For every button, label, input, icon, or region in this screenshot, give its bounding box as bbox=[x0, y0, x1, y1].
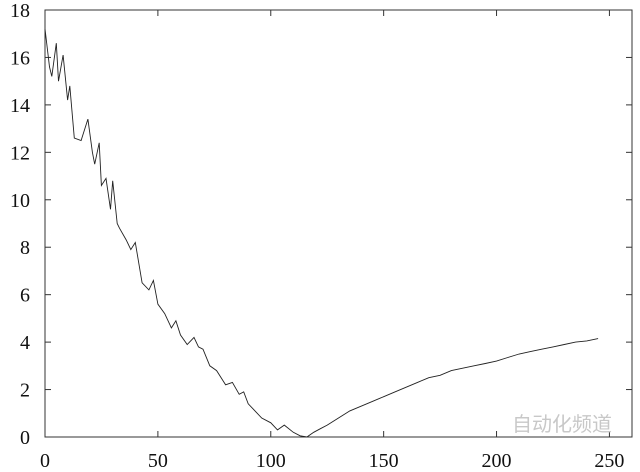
y-tick-label: 0 bbox=[20, 427, 30, 449]
watermark: 自动化频道 bbox=[512, 412, 612, 436]
y-tick-label: 10 bbox=[10, 190, 30, 212]
y-tick-label: 8 bbox=[20, 237, 30, 259]
x-tick-label: 50 bbox=[148, 450, 168, 472]
y-tick-label: 4 bbox=[20, 332, 30, 354]
x-tick-label: 200 bbox=[482, 450, 512, 472]
x-tick-label: 250 bbox=[594, 450, 624, 472]
y-tick-label: 6 bbox=[20, 285, 30, 307]
series-line bbox=[44, 28, 599, 438]
y-tick-label: 14 bbox=[10, 95, 30, 117]
y-tick-label: 16 bbox=[10, 47, 30, 69]
y-tick-label: 12 bbox=[10, 142, 30, 164]
plot-frame bbox=[44, 9, 633, 438]
x-tick-label: 150 bbox=[369, 450, 399, 472]
x-tick-label: 100 bbox=[256, 450, 286, 472]
y-tick-label: 18 bbox=[10, 0, 30, 22]
y-tick-label: 2 bbox=[20, 380, 30, 402]
x-tick-label: 0 bbox=[40, 450, 50, 472]
